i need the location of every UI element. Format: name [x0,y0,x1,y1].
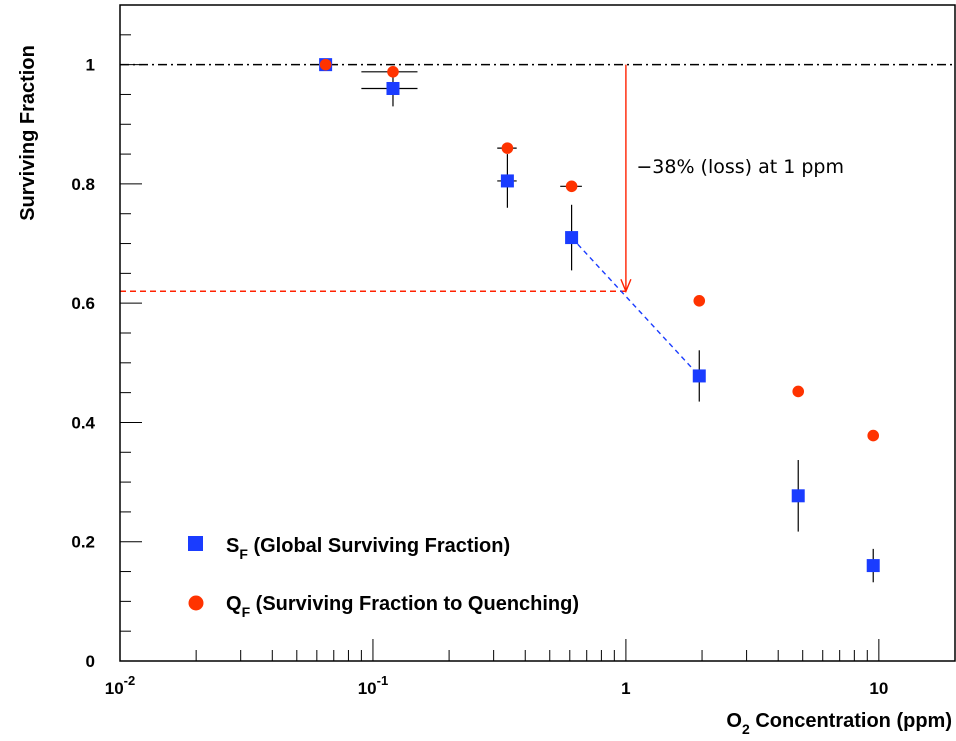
legend-qf-subscript: F [242,604,251,620]
x-tick-label-base-3: 10 [869,679,888,698]
x-tick-label-0: 10-2 [105,673,135,698]
sf-point-2 [500,174,514,188]
legend-qf-main: Q [226,593,242,615]
legend-marker-sf [188,536,203,551]
data-points-group [319,58,880,573]
y-tick-label-0: 0 [86,652,95,671]
x-axis-title: O2 Concentration (ppm) [726,710,952,737]
x-tick-label-base-0: 10 [105,679,124,698]
interpolation-line [571,237,700,377]
loss-annotation: −38% (loss) at 1 ppm [636,156,844,178]
qf-point-0 [319,58,332,71]
y-tick-label-5: 1 [86,56,95,75]
legend-qf-rest: (Surviving Fraction to Quenching) [250,593,579,615]
y-tick-label-4: 0.8 [71,175,95,194]
qf-point-1 [387,65,399,78]
x-tick-label-exp-1: -1 [377,673,389,688]
legend-sf-subscript: F [239,546,248,562]
qf-point-5 [792,385,805,398]
x-tick-label-base-1: 10 [358,679,377,698]
qf-point-4 [693,294,706,307]
legend-label-qf: QF (Surviving Fraction to Quenching) [226,593,579,620]
x-tick-label-2: 1 [621,679,630,698]
qf-point-2 [501,142,514,154]
y-tick-label-3: 0.6 [71,294,95,313]
x-tick-label-1: 10-1 [358,673,388,698]
error-bars-group [361,70,874,583]
x-axis-title-subscript: 2 [742,721,750,737]
legend-label-sf: SF (Global Surviving Fraction) [226,535,510,562]
legend: SF (Global Surviving Fraction) QF (Survi… [188,535,579,620]
x-tick-label-base-2: 1 [621,679,630,698]
x-axis-title-rest: Concentration (ppm) [750,710,952,732]
sf-point-6 [866,559,880,573]
sf-point-4 [692,369,706,383]
guide-lines-group [120,64,700,377]
qf-point-6 [867,429,880,442]
x-axis-title-main: O [726,710,742,732]
x-tick-label-3: 10 [869,679,888,698]
plot-frame [119,4,956,662]
x-tick-label-exp-0: -2 [124,673,136,688]
y-tick-label-1: 0.2 [71,533,95,552]
loss-arrow-head [620,278,632,294]
axis-ticks-group [119,4,956,662]
qf-point-3 [565,180,578,193]
sf-point-1 [386,81,400,95]
legend-sf-rest: (Global Surviving Fraction) [248,535,510,557]
y-axis-title: Surviving Fraction [17,45,39,221]
legend-marker-qf [188,595,204,611]
sf-point-5 [791,489,805,503]
sf-point-3 [565,231,579,245]
legend-sf-main: S [226,535,239,557]
y-tick-label-2: 0.4 [71,413,95,432]
